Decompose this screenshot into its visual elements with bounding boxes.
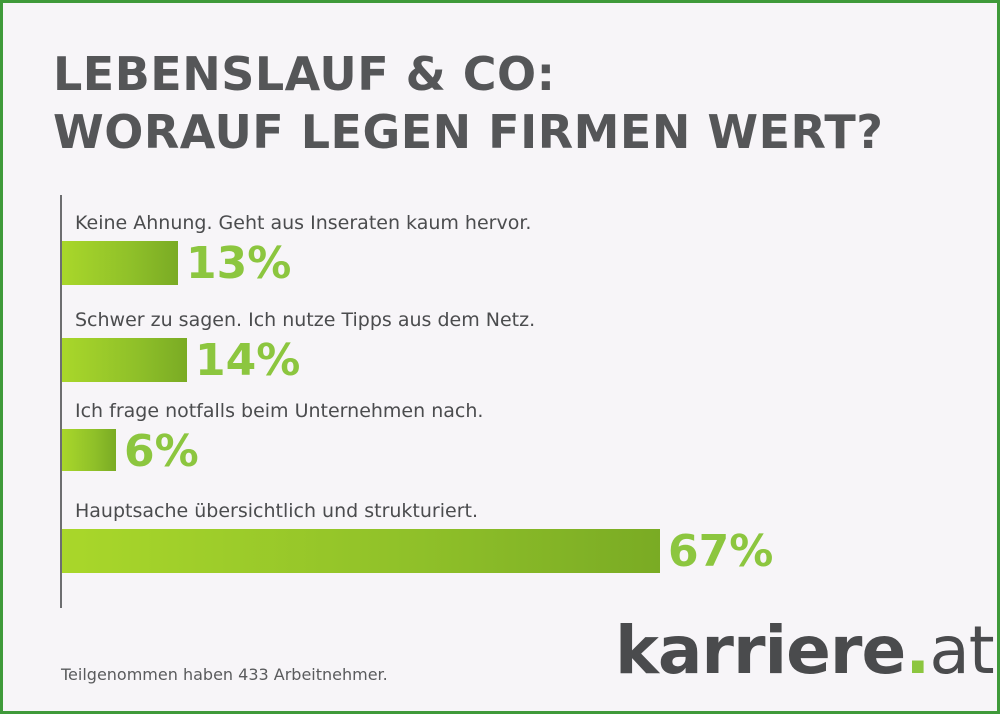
chart-title: LEBENSLAUF & CO: WORAUF LEGEN FIRMEN WER… bbox=[53, 45, 883, 161]
bar bbox=[62, 429, 116, 471]
value-label: 14% bbox=[195, 335, 301, 386]
y-axis-line bbox=[60, 195, 62, 608]
category-label: Ich frage notfalls beim Unternehmen nach… bbox=[75, 400, 484, 422]
logo-dot: . bbox=[905, 612, 930, 689]
title-line-2: WORAUF LEGEN FIRMEN WERT? bbox=[53, 105, 884, 159]
category-label: Keine Ahnung. Geht aus Inseraten kaum he… bbox=[75, 212, 532, 234]
value-label: 67% bbox=[668, 526, 774, 577]
value-label: 13% bbox=[186, 238, 292, 289]
logo-name: karriere bbox=[615, 612, 906, 689]
logo-tld: at bbox=[929, 612, 994, 689]
bar bbox=[62, 338, 187, 382]
category-label: Hauptsache übersichtlich und strukturier… bbox=[75, 500, 479, 522]
title-line-1: LEBENSLAUF & CO: bbox=[53, 47, 556, 101]
category-label: Schwer zu sagen. Ich nutze Tipps aus dem… bbox=[75, 309, 536, 331]
footnote: Teilgenommen haben 433 Arbeitnehmer. bbox=[61, 665, 388, 684]
bar bbox=[62, 241, 178, 285]
bar bbox=[62, 529, 660, 573]
value-label: 6% bbox=[124, 426, 199, 477]
brand-logo: karriere.at bbox=[615, 611, 995, 691]
